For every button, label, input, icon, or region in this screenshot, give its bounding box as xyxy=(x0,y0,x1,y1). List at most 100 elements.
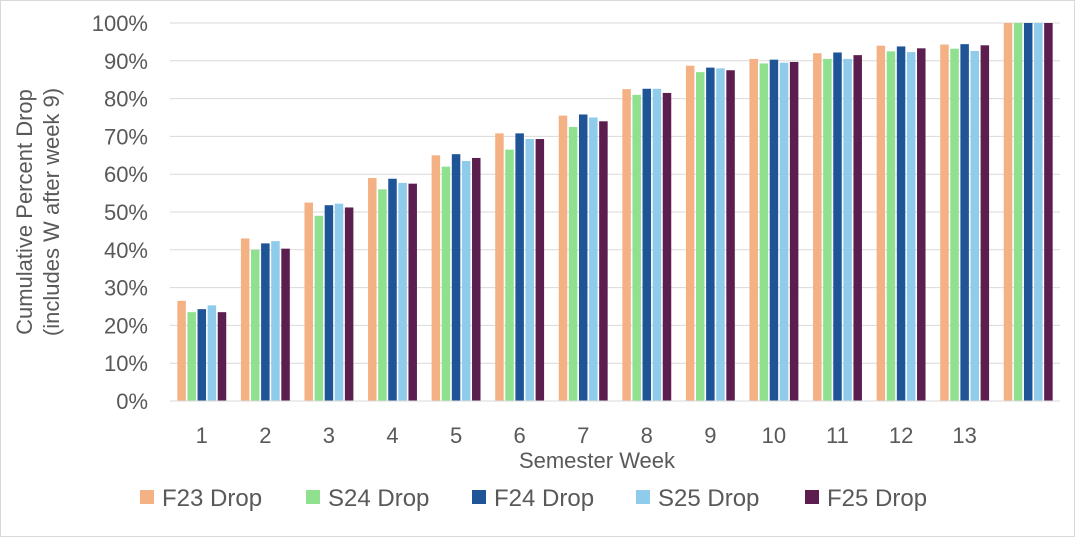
bar xyxy=(789,61,799,402)
bar xyxy=(685,65,695,402)
bar xyxy=(344,207,354,401)
bar xyxy=(578,114,588,401)
bar xyxy=(1034,23,1043,401)
y-axis-title-line-2: (includes W after week 9) xyxy=(39,88,64,336)
bar xyxy=(917,48,926,402)
y-tick-label: 60% xyxy=(104,162,148,187)
bar xyxy=(378,189,387,401)
y-tick-label: 90% xyxy=(104,49,148,74)
bar xyxy=(886,51,896,401)
bar xyxy=(896,46,906,401)
x-tick-label: 5 xyxy=(450,423,462,448)
bar xyxy=(970,50,979,402)
bar xyxy=(759,63,769,402)
bar xyxy=(906,52,916,402)
x-tick-label: 1 xyxy=(196,423,208,448)
bar xyxy=(261,243,270,401)
x-tick-label: 4 xyxy=(386,423,398,448)
bar xyxy=(187,312,196,401)
y-tick-label: 30% xyxy=(104,276,148,301)
bar xyxy=(980,45,990,401)
bar xyxy=(251,249,260,401)
y-tick-label: 70% xyxy=(104,124,148,149)
bar xyxy=(398,182,407,401)
legend-label: S25 Drop xyxy=(658,485,759,512)
y-tick-label: 20% xyxy=(104,313,148,338)
x-tick-label: 12 xyxy=(889,423,913,448)
bars xyxy=(177,23,1053,402)
bar xyxy=(461,160,471,401)
legend-swatch xyxy=(472,490,486,504)
bar xyxy=(940,44,949,402)
bar xyxy=(642,88,652,401)
bar xyxy=(950,48,959,401)
bar xyxy=(769,59,779,401)
bar xyxy=(843,58,852,401)
bar xyxy=(662,92,672,402)
bar xyxy=(726,70,735,401)
bar xyxy=(451,154,461,401)
bar xyxy=(368,177,377,401)
x-tick-label: 2 xyxy=(259,423,271,448)
bar xyxy=(334,203,344,401)
bar xyxy=(177,300,186,401)
bar xyxy=(558,115,568,402)
legend-label: F24 Drop xyxy=(494,485,594,512)
legend-swatch xyxy=(306,490,320,504)
bar xyxy=(240,238,250,401)
x-tick-label: 7 xyxy=(577,423,589,448)
y-tick-label: 40% xyxy=(104,238,148,263)
bar xyxy=(876,45,886,402)
y-tick-label: 10% xyxy=(104,351,148,376)
bar xyxy=(652,88,662,401)
y-axis-title-line-1: Cumulative Percent Drop xyxy=(12,89,37,335)
x-tick-label: 11 xyxy=(826,423,849,448)
bar xyxy=(472,157,481,401)
gridlines xyxy=(170,22,1060,364)
y-tick-label: 80% xyxy=(104,87,148,112)
bar xyxy=(716,68,725,402)
legend-swatch xyxy=(805,490,819,504)
bar xyxy=(217,312,227,401)
legend-label: F23 Drop xyxy=(162,485,262,512)
bar xyxy=(515,133,524,401)
legend: F23 Drop S24 Drop F24 Drop S25 Drop F25 Drop xyxy=(140,485,927,512)
bar xyxy=(696,72,705,401)
bar xyxy=(599,121,608,401)
bar xyxy=(207,305,217,401)
bar xyxy=(525,139,534,401)
bar xyxy=(495,133,504,401)
y-tick-label: 50% xyxy=(104,200,148,225)
bar xyxy=(622,89,631,402)
bar xyxy=(632,94,641,401)
x-tick-label: 10 xyxy=(762,423,786,448)
x-axis-ticks: 1 2 3 4 5 6 7 8 9 10 11 12 13 xyxy=(196,423,977,448)
bar xyxy=(853,55,862,401)
bar xyxy=(1044,23,1053,401)
x-tick-label: 9 xyxy=(704,423,716,448)
bar xyxy=(304,202,313,401)
x-tick-label: 6 xyxy=(514,423,526,448)
y-tick-label: 100% xyxy=(92,11,148,36)
bar xyxy=(281,248,290,401)
bar xyxy=(833,52,842,401)
bar xyxy=(314,215,324,401)
bar xyxy=(589,117,598,401)
bar xyxy=(271,241,280,401)
y-tick-label: 0% xyxy=(116,389,148,414)
bar xyxy=(813,53,822,402)
bar xyxy=(324,205,334,401)
legend-swatch xyxy=(140,490,154,504)
bar xyxy=(388,178,397,401)
bar xyxy=(1003,23,1013,401)
x-tick-label: 3 xyxy=(323,423,335,448)
bar xyxy=(779,62,789,401)
bar xyxy=(535,139,545,401)
bar xyxy=(441,166,451,401)
bar xyxy=(431,155,441,401)
bar xyxy=(505,149,514,401)
bar xyxy=(823,58,832,401)
bar xyxy=(408,183,417,401)
x-axis-title: Semester Week xyxy=(519,448,676,473)
